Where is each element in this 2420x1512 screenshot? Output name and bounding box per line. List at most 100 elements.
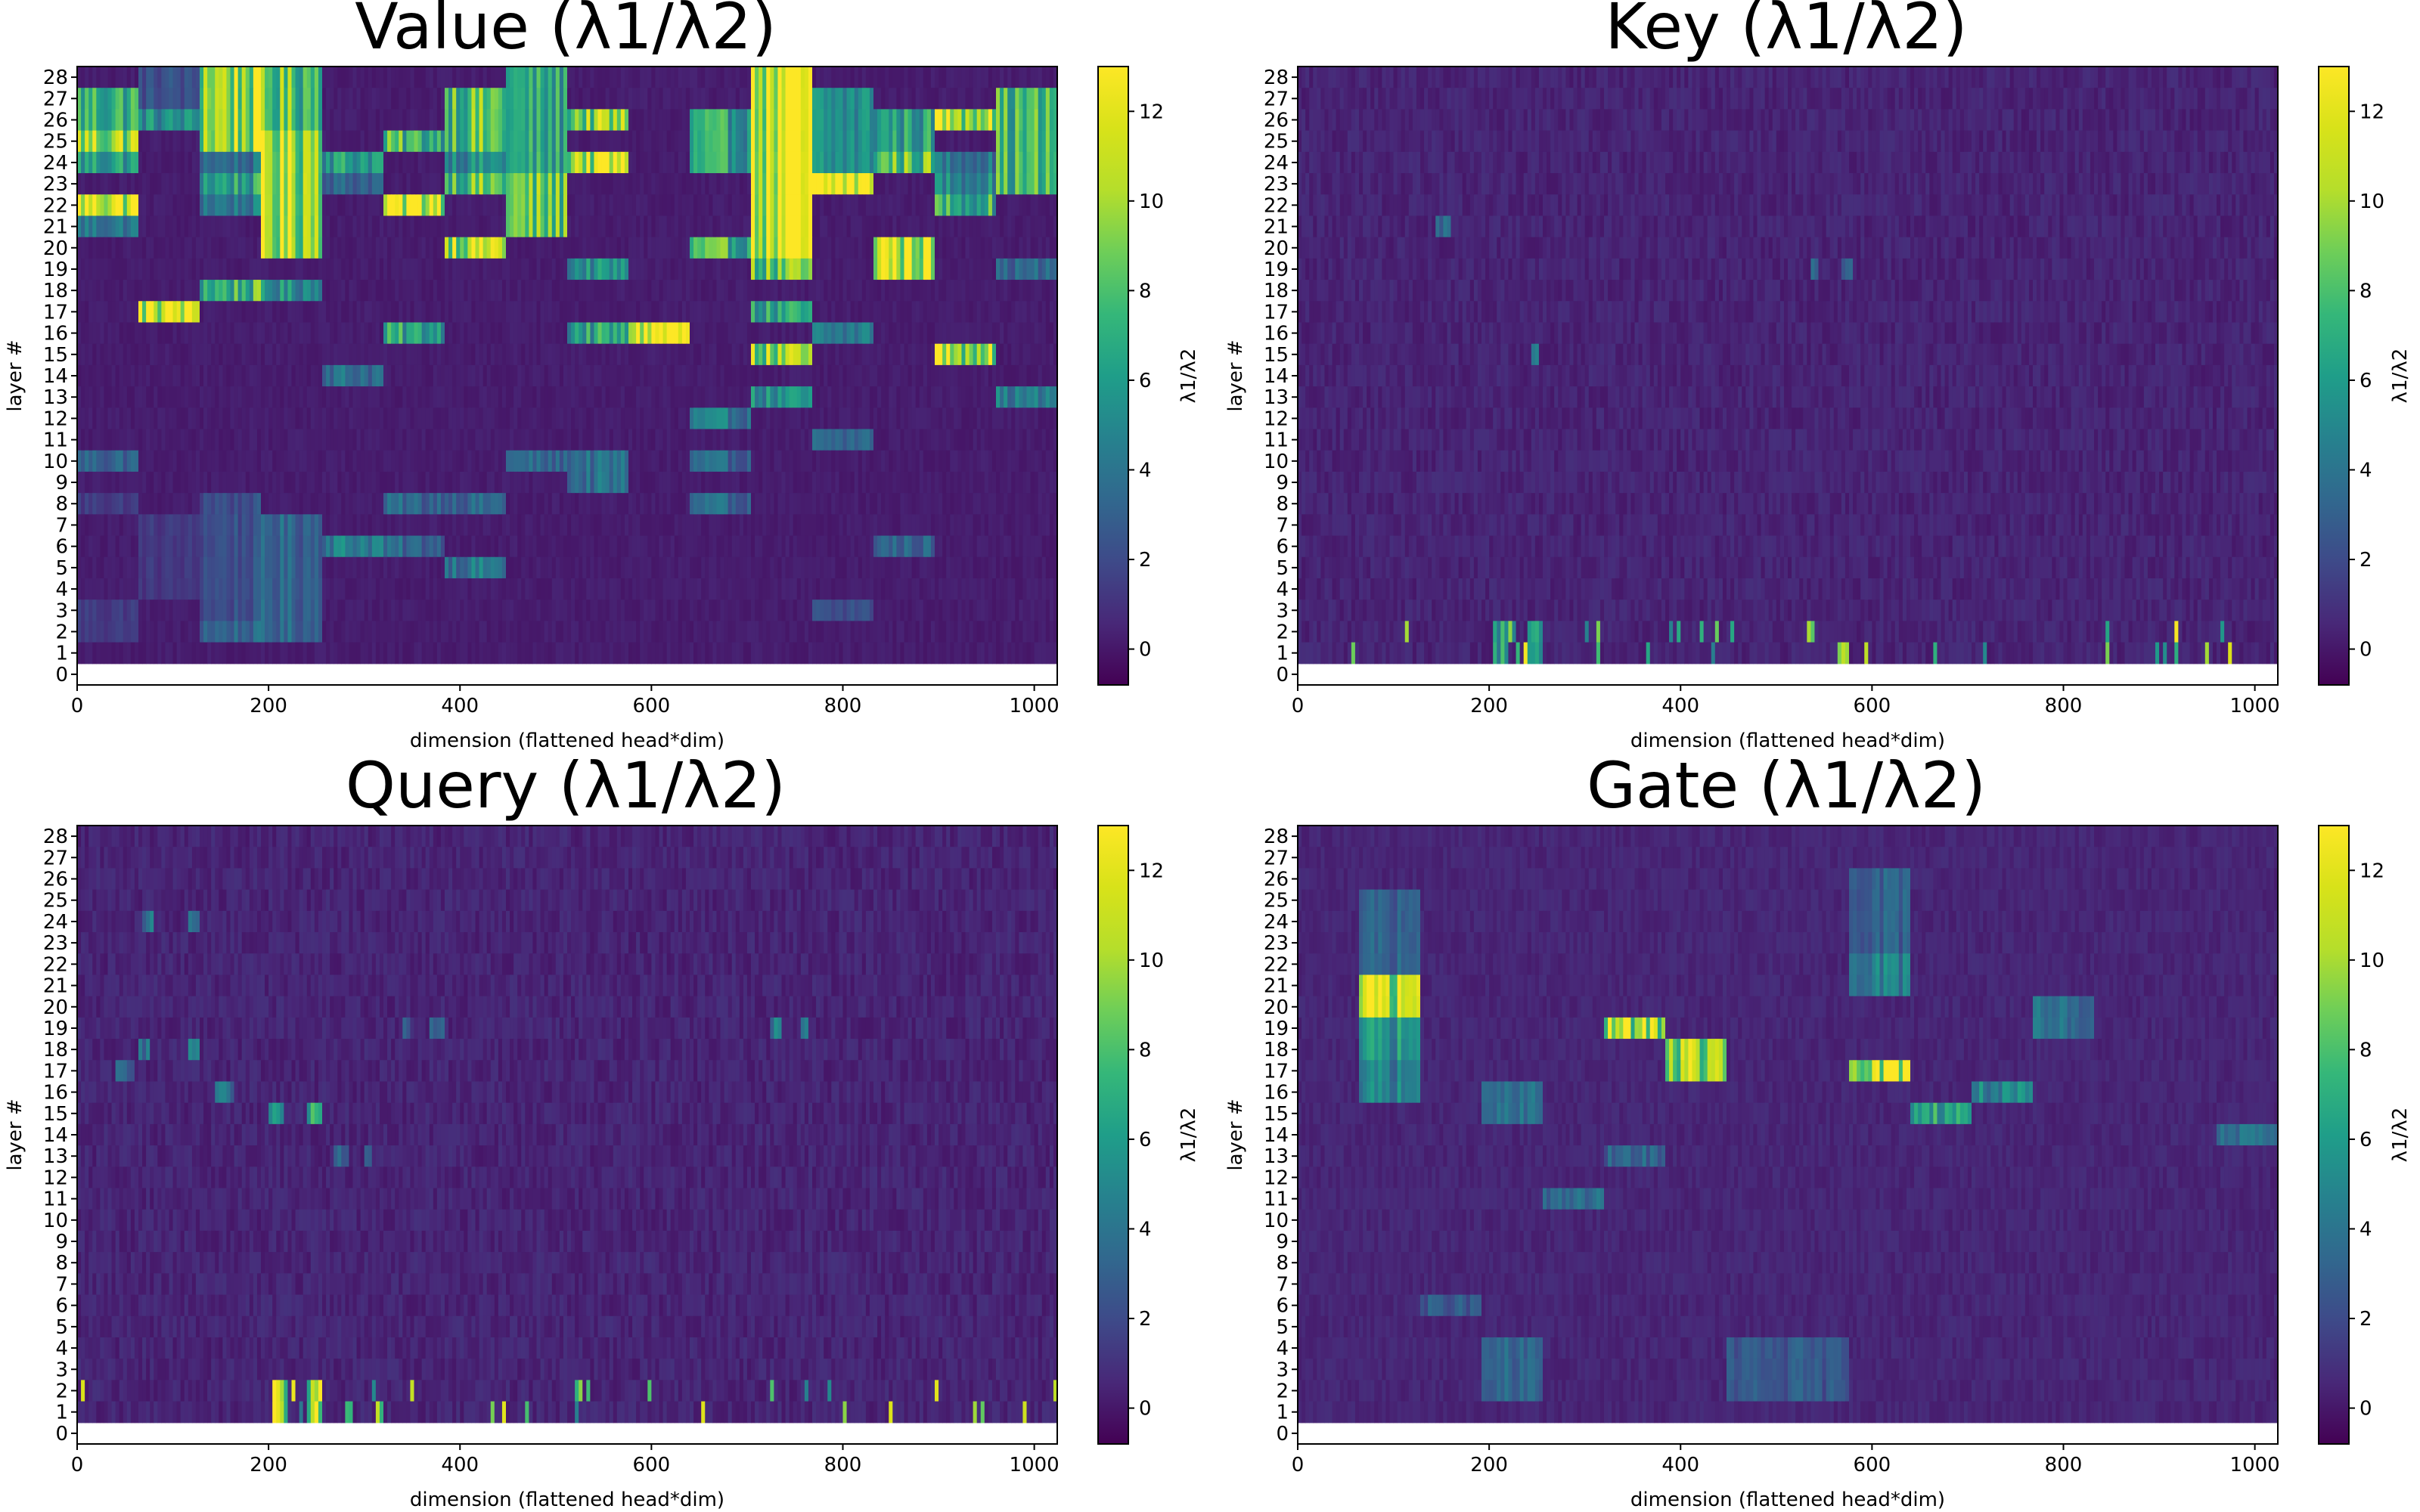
heatmap-cell (946, 88, 951, 110)
heatmap-cell (961, 173, 966, 195)
heatmap-cell (743, 131, 748, 153)
heatmap-cell (816, 173, 821, 195)
heatmap-cell (150, 67, 154, 88)
heatmap-cell (774, 109, 778, 131)
heatmap-cell (96, 131, 101, 153)
heatmap-cell (904, 152, 909, 174)
heatmap-cell (843, 131, 848, 153)
heatmap-cell (127, 109, 132, 131)
heatmap-cell (376, 109, 380, 131)
heatmap-cell (498, 88, 503, 110)
heatmap-cell (502, 67, 507, 88)
heatmap-cell (414, 67, 419, 88)
heatmap-cell (154, 67, 158, 88)
heatmap-cell (441, 67, 445, 88)
heatmap-cell (142, 173, 147, 195)
heatmap-cell (805, 173, 809, 195)
heatmap-cell (835, 88, 839, 110)
heatmap-cell (334, 67, 338, 88)
heatmap-cell (513, 152, 518, 174)
heatmap-cell (1011, 173, 1016, 195)
heatmap-cell (200, 67, 204, 88)
heatmap-cell (471, 109, 476, 131)
heatmap-cell (644, 173, 648, 195)
heatmap-cell (92, 109, 97, 131)
heatmap-cell (923, 109, 928, 131)
heatmap-row-layer-27 (77, 88, 1058, 110)
heatmap-cell (157, 152, 162, 174)
heatmap-cell (617, 131, 622, 153)
heatmap-cell (406, 131, 411, 153)
heatmap-cell (751, 131, 755, 153)
heatmap-cell (877, 173, 882, 195)
heatmap-cell (892, 88, 897, 110)
heatmap-cell (954, 173, 958, 195)
heatmap-cell (651, 88, 656, 110)
heatmap-cell (1046, 88, 1050, 110)
heatmap-cell (211, 67, 216, 88)
heatmap-cell (855, 173, 859, 195)
heatmap-cell (337, 88, 342, 110)
heatmap-cell (751, 109, 755, 131)
heatmap-cell (877, 131, 882, 153)
heatmap-cell (939, 88, 943, 110)
heatmap-cell (525, 88, 529, 110)
heatmap-cell (85, 194, 89, 216)
heatmap-cell (667, 67, 672, 88)
heatmap-cell (900, 173, 904, 195)
heatmap-cell (690, 131, 694, 153)
heatmap-cell (582, 67, 587, 88)
heatmap-cell (402, 152, 407, 174)
heatmap-cell (112, 67, 116, 88)
heatmap-cell (161, 173, 166, 195)
heatmap-cell (610, 67, 614, 88)
heatmap-cell (1035, 109, 1039, 131)
heatmap-cell (246, 194, 250, 216)
heatmap-cell (777, 67, 782, 88)
heatmap-cell (238, 109, 243, 131)
heatmap-cell (395, 109, 399, 131)
heatmap-cell (307, 88, 312, 110)
heatmap-cell (774, 173, 778, 195)
heatmap-cell (1011, 88, 1016, 110)
heatmap-cell (855, 109, 859, 131)
heatmap-cell (234, 109, 239, 131)
heatmap-cell (675, 173, 679, 195)
heatmap-cell (131, 131, 135, 153)
heatmap-cell (157, 88, 162, 110)
heatmap-cell (380, 131, 384, 153)
heatmap-cell (1038, 88, 1043, 110)
heatmap-cell (709, 131, 713, 153)
heatmap-cell (361, 67, 365, 88)
heatmap-cell (908, 109, 913, 131)
heatmap-cell (426, 109, 430, 131)
heatmap-cell (721, 109, 725, 131)
heatmap-cell (529, 88, 533, 110)
heatmap-cell (923, 67, 928, 88)
heatmap-cell (977, 67, 982, 88)
heatmap-cell (743, 152, 748, 174)
heatmap-cell (736, 88, 740, 110)
heatmap-cell (732, 67, 737, 88)
heatmap-cell (957, 109, 962, 131)
heatmap-cell (743, 109, 748, 131)
heatmap-cell (479, 131, 484, 153)
heatmap-cell (690, 173, 694, 195)
heatmap-row-layer-25 (77, 131, 1058, 153)
heatmap-cell (85, 152, 89, 174)
heatmap-cell (322, 88, 327, 110)
heatmap-cell (437, 152, 442, 174)
heatmap-cell (602, 109, 607, 131)
heatmap-cell (502, 109, 507, 131)
heatmap-cell (135, 173, 139, 195)
heatmap-cell (1015, 152, 1019, 174)
heatmap-cell (582, 131, 587, 153)
heatmap-cell (935, 109, 939, 131)
heatmap-cell (1011, 109, 1016, 131)
heatmap-cell (786, 88, 790, 110)
heatmap-cell (920, 109, 924, 131)
heatmap-cell (759, 173, 763, 195)
heatmap-cell (521, 152, 526, 174)
heatmap-cell (268, 109, 273, 131)
heatmap-cell (927, 173, 932, 195)
